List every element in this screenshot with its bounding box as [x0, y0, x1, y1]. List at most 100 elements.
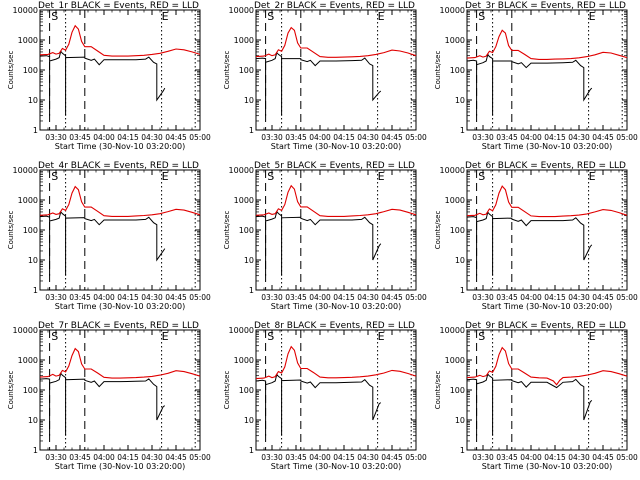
x-tick-label: 04:15 — [544, 293, 566, 302]
panel-5: Det_5r BLACK = Events, RED = LLD 1 10 100 10… — [223, 161, 427, 311]
x-tick-label: 04:45 — [381, 133, 403, 142]
x-tick-label: 04:45 — [165, 453, 187, 462]
panel-7: Det_7r BLACK = Events, RED = LLD 1 10 100 10… — [7, 321, 211, 471]
x-tick-label: 03:45 — [285, 293, 307, 302]
x-tick-label: 04:45 — [165, 133, 187, 142]
marker-label-e: E — [378, 330, 385, 343]
plot-frame — [255, 9, 417, 131]
lld-series-line — [255, 26, 417, 58]
x-tick-label: 04:15 — [117, 453, 139, 462]
y-tick-label: 1000 — [445, 36, 465, 45]
panel-title: Det_8r BLACK = Events, RED = LLD — [254, 321, 415, 331]
y-tick-label: 1000 — [18, 356, 38, 365]
panel-title: Det_7r BLACK = Events, RED = LLD — [38, 321, 199, 331]
y-tick-label: 1000 — [234, 356, 254, 365]
x-tick-label: 03:30 — [261, 453, 283, 462]
marker-label-e: E — [378, 10, 385, 23]
plot-frame — [39, 9, 201, 131]
x-tick-label: 03:30 — [472, 453, 494, 462]
y-tick-label: 1 — [460, 286, 465, 295]
y-tick-label: 10000 — [13, 166, 38, 175]
x-tick-label: 04:00 — [520, 453, 542, 462]
marker-label-s: S — [478, 170, 485, 183]
y-tick-label: 10 — [455, 256, 465, 265]
y-tick-label: 1 — [33, 286, 38, 295]
x-axis-label: Start Time (30-Nov-10 03:20:00) — [55, 142, 185, 151]
x-tick-label: 04:30 — [141, 133, 163, 142]
x-tick-label: 03:45 — [496, 453, 518, 462]
events-series-line — [466, 53, 593, 116]
events-series-line — [39, 50, 166, 116]
y-axis-label: Counts/sec — [434, 371, 442, 410]
y-tick-label: 10000 — [229, 6, 254, 15]
lld-series-line — [466, 185, 628, 218]
y-tick-label: 1 — [33, 126, 38, 135]
x-tick-label: 05:00 — [616, 293, 638, 302]
x-tick-label: 04:45 — [381, 293, 403, 302]
x-tick-label: 04:00 — [309, 133, 331, 142]
x-tick-label: 04:30 — [568, 293, 590, 302]
y-tick-label: 10 — [244, 416, 254, 425]
x-tick-label: 04:15 — [117, 293, 139, 302]
y-tick-label: 100 — [23, 226, 38, 235]
y-tick-label: 1 — [249, 126, 254, 135]
lld-series-line — [39, 347, 201, 379]
marker-label-e: E — [589, 170, 596, 183]
y-tick-label: 10 — [455, 96, 465, 105]
x-tick-label: 03:45 — [69, 133, 91, 142]
y-axis-label: Counts/sec — [223, 371, 231, 410]
lld-series-line — [255, 345, 417, 380]
y-tick-label: 100 — [239, 66, 254, 75]
x-tick-label: 05:00 — [189, 293, 211, 302]
x-tick-label: 03:45 — [285, 453, 307, 462]
y-tick-label: 10000 — [229, 166, 254, 175]
x-tick-label: 04:45 — [592, 293, 614, 302]
x-tick-label: 03:30 — [45, 133, 67, 142]
marker-label-s: S — [51, 330, 58, 343]
x-axis-label: Start Time (30-Nov-10 03:20:00) — [271, 302, 401, 311]
panel-3: Det_3r BLACK = Events, RED = LLD 1 10 100 10… — [434, 1, 638, 151]
panel-title: Det_1r BLACK = Events, RED = LLD — [38, 1, 199, 11]
x-tick-label: 05:00 — [405, 133, 427, 142]
panel-6: Det_6r BLACK = Events, RED = LLD 1 10 100 10… — [434, 161, 638, 311]
y-tick-label: 10 — [244, 96, 254, 105]
y-tick-label: 100 — [239, 386, 254, 395]
y-tick-label: 10000 — [13, 6, 38, 15]
plot-frame — [255, 169, 417, 291]
y-tick-label: 10000 — [440, 166, 465, 175]
panel-4: Det_4r BLACK = Events, RED = LLD 1 10 100 10… — [7, 161, 211, 311]
x-tick-label: 05:00 — [616, 133, 638, 142]
y-tick-label: 1000 — [445, 356, 465, 365]
x-tick-label: 05:00 — [189, 133, 211, 142]
y-tick-label: 100 — [450, 386, 465, 395]
y-tick-label: 100 — [23, 66, 38, 75]
y-tick-label: 1000 — [18, 36, 38, 45]
plot-frame — [255, 329, 417, 451]
lld-series-line — [466, 346, 628, 386]
x-axis-label: Start Time (30-Nov-10 03:20:00) — [271, 142, 401, 151]
x-tick-label: 03:45 — [285, 133, 307, 142]
plot-frame — [39, 169, 201, 291]
x-tick-label: 03:45 — [69, 293, 91, 302]
y-tick-label: 10000 — [13, 326, 38, 335]
lld-series-line — [466, 29, 628, 60]
y-tick-label: 100 — [450, 226, 465, 235]
x-tick-label: 03:30 — [45, 453, 67, 462]
x-tick-label: 03:45 — [69, 453, 91, 462]
panel-1: Det_1r BLACK = Events, RED = LLD 1 10 100 10… — [7, 1, 211, 151]
x-tick-label: 04:30 — [141, 293, 163, 302]
panel-title: Det_3r BLACK = Events, RED = LLD — [465, 1, 626, 11]
x-axis-label: Start Time (30-Nov-10 03:20:00) — [482, 462, 612, 471]
x-tick-label: 03:45 — [496, 293, 518, 302]
y-tick-label: 1 — [460, 446, 465, 455]
x-tick-label: 03:30 — [45, 293, 67, 302]
y-tick-label: 10 — [244, 256, 254, 265]
panel-title: Det_9r BLACK = Events, RED = LLD — [465, 321, 626, 331]
x-axis-label: Start Time (30-Nov-10 03:20:00) — [55, 462, 185, 471]
x-tick-label: 03:45 — [496, 133, 518, 142]
y-axis-label: Counts/sec — [223, 211, 231, 250]
x-tick-label: 04:30 — [357, 293, 379, 302]
lld-series-line — [255, 184, 417, 217]
plot-frame — [466, 329, 628, 451]
